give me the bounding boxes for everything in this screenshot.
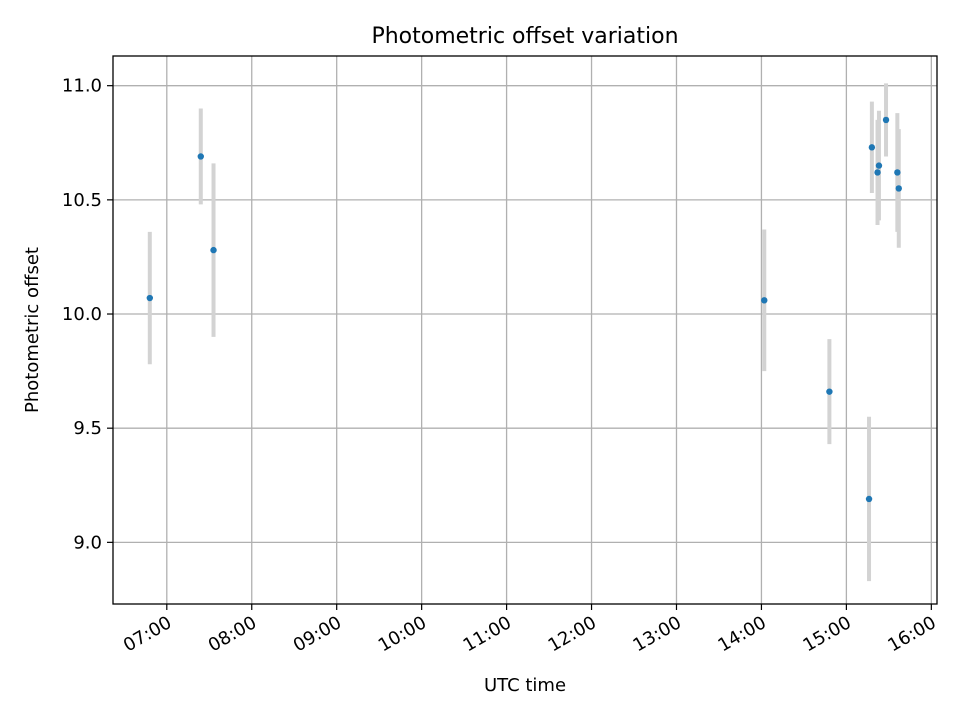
y-axis-label: Photometric offset [22,247,43,413]
y-tick-label: 11.0 [62,76,102,97]
grid [113,56,937,604]
y-tick-label: 10.5 [62,190,102,211]
x-tick-label: 12:00 [545,612,600,656]
y-axis-ticks: 9.0 9.5 10.0 10.5 11.0 [62,76,113,553]
y-tick-label: 10.0 [62,304,102,325]
data-point [874,169,881,176]
plot-frame [112,55,938,605]
data-point [882,116,890,124]
data-point [865,495,873,503]
x-tick-label: 10:00 [375,612,430,656]
x-tick-label: 08:00 [205,612,260,656]
y-tick-label: 9.0 [73,532,102,553]
x-tick-label: 15:00 [799,612,854,656]
x-tick-label: 14:00 [715,612,770,656]
x-axis-label: UTC time [484,675,566,696]
x-tick-label: 13:00 [630,612,685,656]
data-point [146,294,154,302]
data-point [895,185,902,192]
data-point [826,388,833,395]
data-points [146,116,902,503]
data-point [868,144,876,151]
x-tick-label: 11:00 [460,612,515,656]
x-axis-ticks: 07:00 08:00 09:00 10:00 11:00 12:00 13:00 14:00… [120,604,940,656]
y-tick-label: 9.5 [73,418,102,439]
chart-title: Photometric offset variation [371,24,678,49]
x-tick-label: 16:00 [884,612,939,656]
data-point [197,153,204,160]
data-point [875,162,883,169]
data-point [761,297,768,304]
data-point [210,246,217,254]
x-tick-label: 09:00 [290,612,345,656]
data-point [894,169,901,176]
error-bars [147,83,901,582]
x-tick-label: 07:00 [120,612,175,656]
